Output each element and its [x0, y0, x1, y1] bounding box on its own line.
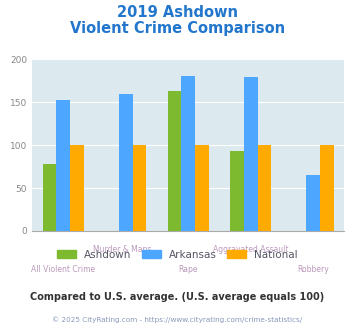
Bar — [257, 145, 271, 231]
Bar — [244, 78, 257, 231]
Text: Compared to U.S. average. (U.S. average equals 100): Compared to U.S. average. (U.S. average … — [31, 292, 324, 302]
Bar — [195, 145, 209, 231]
Bar — [181, 76, 195, 231]
Legend: Ashdown, Arkansas, National: Ashdown, Arkansas, National — [53, 246, 302, 264]
Text: Violent Crime Comparison: Violent Crime Comparison — [70, 21, 285, 36]
Bar — [119, 94, 132, 231]
Bar — [70, 145, 84, 231]
Bar — [320, 145, 334, 231]
Text: Robbery: Robbery — [297, 265, 329, 274]
Bar — [168, 91, 181, 231]
Bar — [43, 164, 56, 231]
Text: Murder & Mans...: Murder & Mans... — [93, 245, 158, 254]
Text: Rape: Rape — [179, 265, 198, 274]
Bar — [132, 145, 146, 231]
Bar — [56, 100, 70, 231]
Text: 2019 Ashdown: 2019 Ashdown — [117, 5, 238, 20]
Bar — [230, 151, 244, 231]
Text: All Violent Crime: All Violent Crime — [31, 265, 95, 274]
Text: © 2025 CityRating.com - https://www.cityrating.com/crime-statistics/: © 2025 CityRating.com - https://www.city… — [53, 316, 302, 323]
Text: Aggravated Assault: Aggravated Assault — [213, 245, 288, 254]
Bar — [306, 175, 320, 231]
